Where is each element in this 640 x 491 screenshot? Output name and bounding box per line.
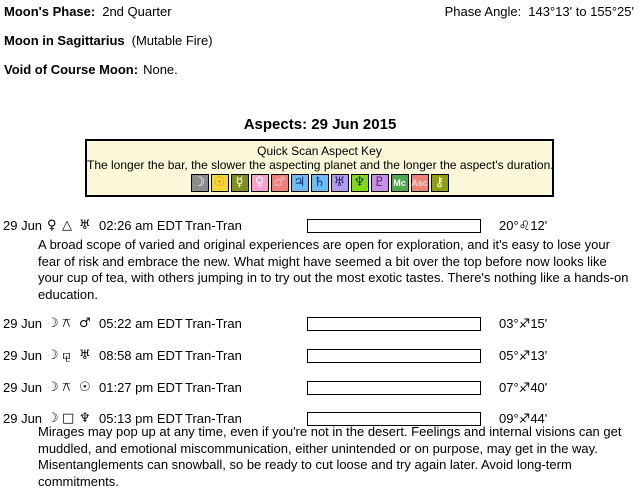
midheaven-icon: Mc [390, 174, 409, 192]
void-of-course-line: Void of Course Moon: None. [4, 62, 178, 77]
moon-glyph: ☽ [47, 348, 59, 363]
position-minutes: 15' [530, 316, 548, 331]
aspect-date: 29 Jun [3, 218, 43, 233]
duration-bar [307, 317, 481, 331]
aspect-type: Tran-Tran [185, 218, 242, 233]
duration-bar [307, 412, 481, 426]
moon-glyph: ☽ [47, 411, 59, 426]
aspect-key-description: The longer the bar, the slower the aspec… [87, 158, 554, 172]
moon-glyph: ☽ [47, 380, 59, 395]
aspect-date: 29 Jun [3, 380, 43, 395]
mercury-icon: ☿ [230, 174, 249, 192]
sagittarius-glyph: ♐ [518, 412, 531, 427]
moon-glyph: ☽ [47, 316, 59, 331]
aspect-position: 07°♐40' [499, 380, 547, 396]
void-of-course-label: Void of Course Moon: [4, 62, 139, 77]
square-glyph: □ [62, 411, 75, 426]
neptune-icon: ♆ [350, 174, 369, 192]
aspect-key-icon-row: ☽ ☉ ☿ ♀ ♂ ♃ ♄ ♅ ♆ ♇ Mc Asc ⚷ [87, 174, 552, 192]
phase-angle-value: 143°13' to 155°25' [528, 4, 634, 19]
aspect-row: 29 Jun ☽ ⚼ ♅ 08:58 am EDT Tran-Tran 05°♐… [0, 348, 640, 364]
chiron-icon: ⚷ [430, 174, 449, 192]
leo-glyph: ♌ [518, 219, 531, 234]
sun-icon: ☉ [210, 174, 229, 192]
sesquiquadrate-glyph: ⚼ [62, 348, 71, 363]
moon-sign-label: Moon in Sagittarius [4, 33, 125, 48]
position-degree: 09° [499, 411, 519, 426]
duration-bar [307, 381, 481, 395]
quincunx-glyph: ⚻ [62, 380, 71, 395]
venus-icon: ♀ [250, 174, 269, 192]
moon-sign-value: (Mutable Fire) [131, 33, 213, 48]
quincunx-glyph: ⚻ [62, 316, 71, 331]
aspect-description: Mirages may pop up at any time, even if … [38, 424, 622, 489]
aspect-row: 29 Jun ♀ △ ♅ 02:26 am EDT Tran-Tran 20°♌… [0, 218, 640, 234]
moon-phase-label: Moon's Phase: [4, 4, 96, 19]
page-title: Aspects: 29 Jun 2015 [243, 116, 397, 133]
aspect-type: Tran-Tran [185, 380, 242, 395]
void-of-course-value: None. [143, 62, 178, 77]
aspect-time: 01:27 pm EDT [99, 380, 183, 395]
sagittarius-glyph: ♐ [518, 349, 531, 364]
jupiter-icon: ♃ [290, 174, 309, 192]
aspect-row: 29 Jun ☽ ⚻ ♂ 05:22 am EDT Tran-Tran 03°♐… [0, 316, 640, 332]
neptune-glyph: ♆ [79, 411, 91, 426]
moon-sign-line: Moon in Sagittarius (Mutable Fire) [4, 33, 213, 48]
uranus-glyph: ♅ [79, 218, 91, 233]
duration-bar [307, 219, 481, 233]
aspect-row: 29 Jun ☽ □ ♆ 05:13 pm EDT Tran-Tran 09°♐… [0, 411, 640, 427]
aspect-time: 05:22 am EDT [99, 316, 183, 331]
aspect-row: 29 Jun ☽ ⚻ ☉ 01:27 pm EDT Tran-Tran 07°♐… [0, 380, 640, 396]
position-degree: 05° [499, 348, 519, 363]
aspect-position: 20°♌12' [499, 218, 547, 234]
aspect-position: 05°♐13' [499, 348, 547, 364]
moon-icon: ☽ [190, 174, 209, 192]
aspect-position: 09°♐44' [499, 411, 547, 427]
aspect-description: A broad scope of varied and original exp… [38, 237, 629, 302]
position-degree: 03° [499, 316, 519, 331]
position-minutes: 44' [530, 411, 548, 426]
position-minutes: 13' [530, 348, 548, 363]
aspect-time: 08:58 am EDT [99, 348, 183, 363]
position-minutes: 12' [530, 218, 548, 233]
ascendant-icon: Asc [410, 174, 429, 192]
aspect-type: Tran-Tran [185, 411, 242, 426]
aspect-date: 29 Jun [3, 348, 43, 363]
sagittarius-glyph: ♐ [518, 381, 531, 396]
aspect-date: 29 Jun [3, 411, 43, 426]
aspect-position: 03°♐15' [499, 316, 547, 332]
mars-icon: ♂ [270, 174, 289, 192]
sagittarius-glyph: ♐ [518, 317, 531, 332]
position-degree: 20° [499, 218, 519, 233]
phase-angle-label: Phase Angle: [444, 4, 522, 19]
aspect-time: 02:26 am EDT [99, 218, 183, 233]
mars-glyph: ♂ [79, 316, 91, 331]
duration-bar [307, 349, 481, 363]
phase-angle-line: Phase Angle: 143°13' to 155°25' [445, 4, 634, 19]
aspect-type: Tran-Tran [185, 316, 242, 331]
aspect-date: 29 Jun [3, 316, 43, 331]
moon-phase-value: 2nd Quarter [102, 4, 172, 19]
sun-glyph: ☉ [79, 380, 91, 395]
pluto-icon: ♇ [370, 174, 389, 192]
aspect-time: 05:13 pm EDT [99, 411, 183, 426]
saturn-icon: ♄ [310, 174, 329, 192]
aspect-type: Tran-Tran [185, 348, 242, 363]
position-minutes: 40' [530, 380, 548, 395]
moon-phase-line: Moon's Phase: 2nd Quarter [4, 4, 172, 19]
trine-glyph: △ [62, 218, 72, 233]
venus-glyph: ♀ [47, 218, 57, 233]
quick-scan-aspect-key-box: Quick Scan Aspect Key The longer the bar… [85, 139, 554, 197]
position-degree: 07° [499, 380, 519, 395]
uranus-glyph: ♅ [79, 348, 91, 363]
uranus-icon: ♅ [330, 174, 349, 192]
aspect-key-title: Quick Scan Aspect Key [257, 144, 382, 158]
